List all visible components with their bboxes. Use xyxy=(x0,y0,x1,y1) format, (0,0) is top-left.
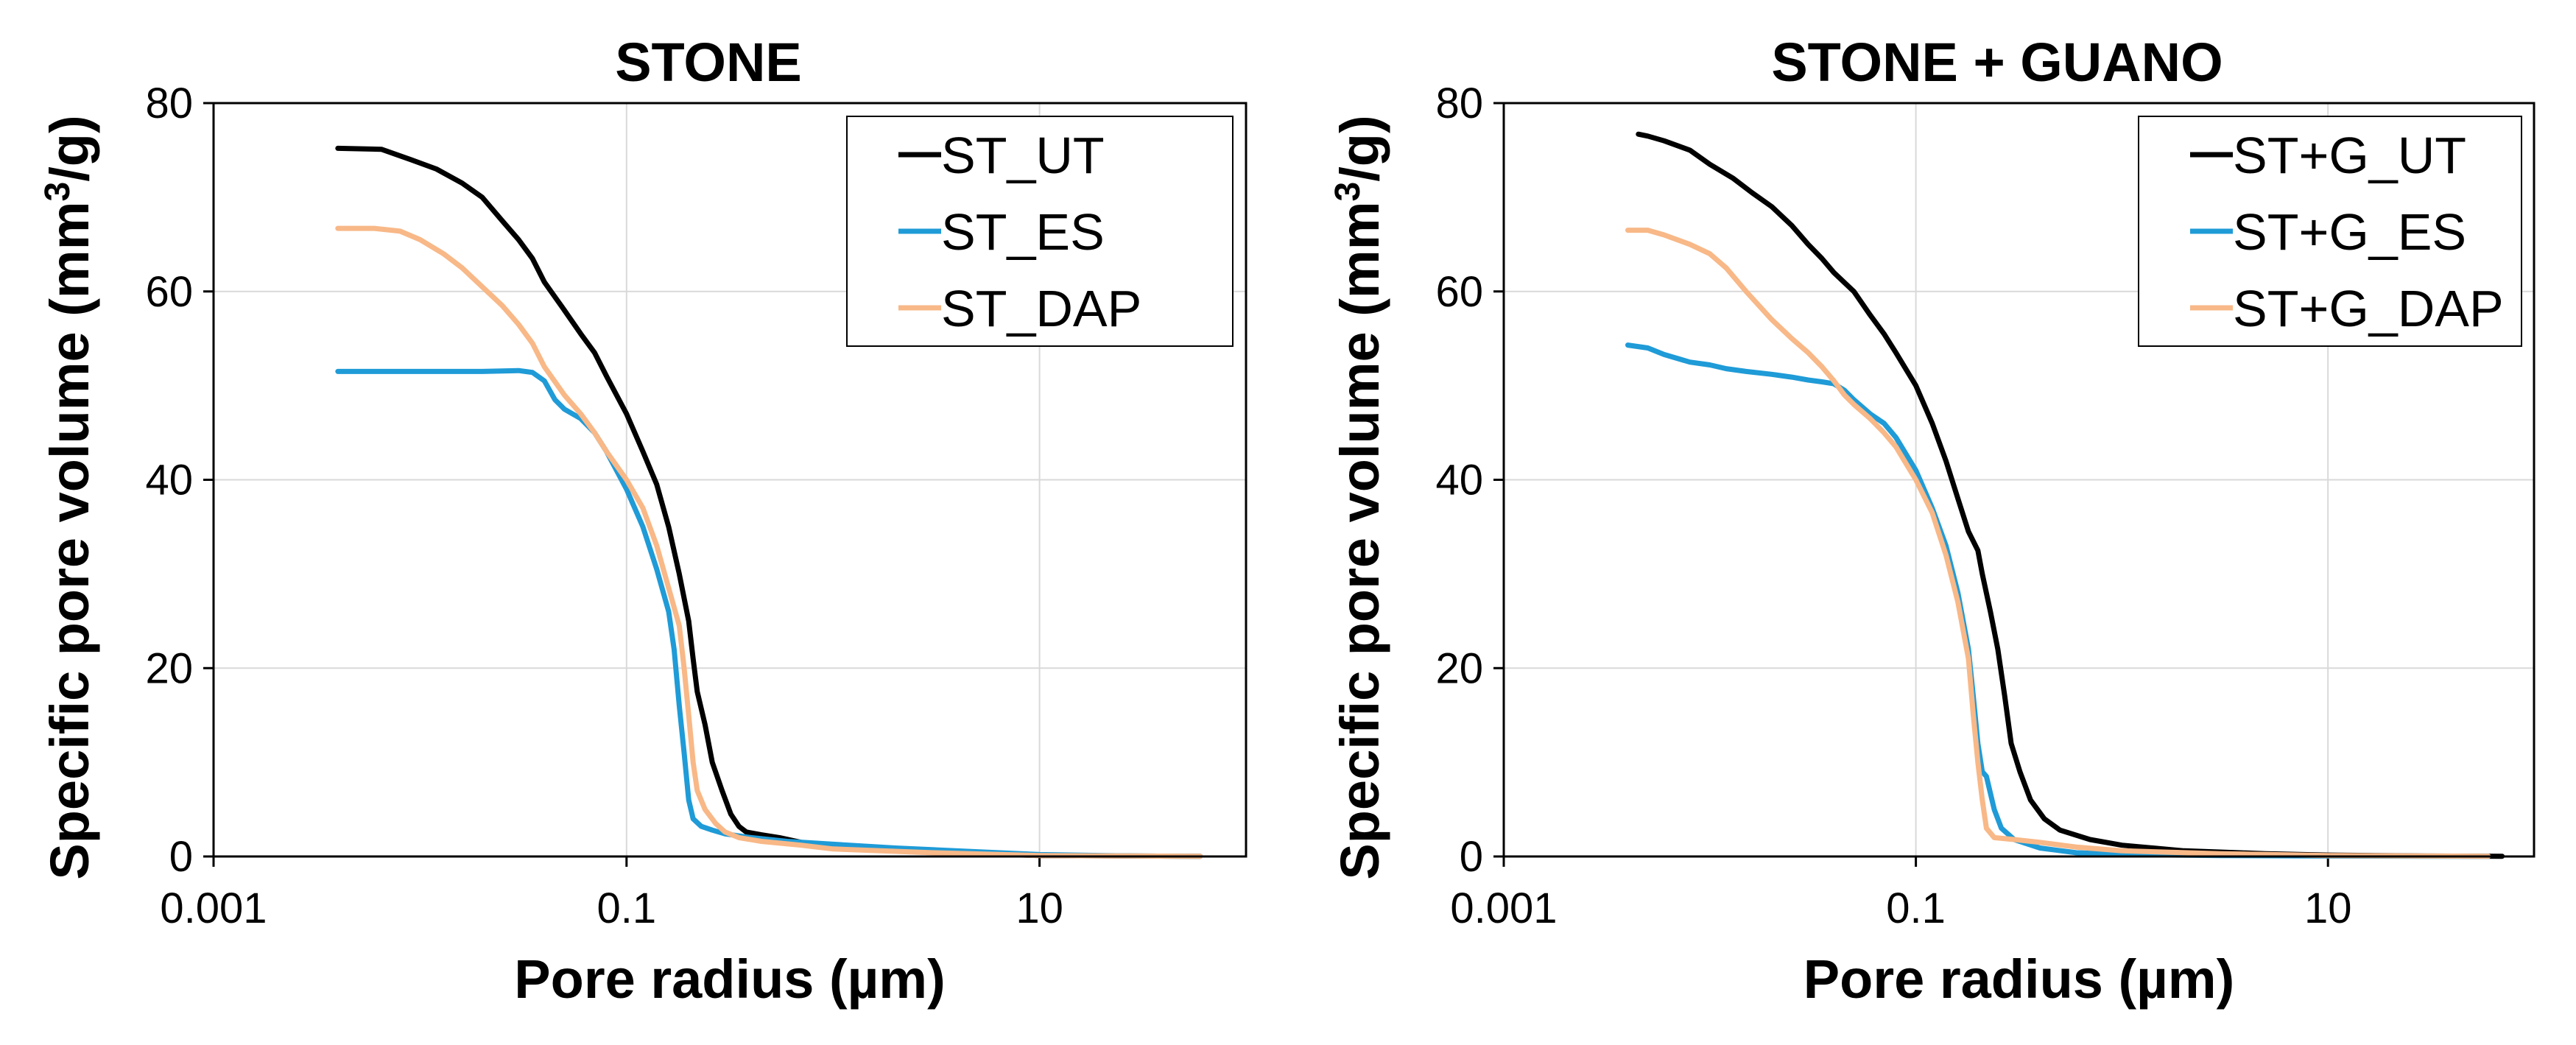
legend-entry-st-g-dap: ST+G_DAP xyxy=(2190,280,2504,337)
x-axis-label: Pore radius (µm) xyxy=(1803,949,2234,1010)
x-tick-label: 0.1 xyxy=(597,884,656,932)
y-tick-label: 40 xyxy=(145,457,193,504)
y-axis-label-part2: /g) xyxy=(39,115,100,181)
x-tick-label: 0.001 xyxy=(160,884,267,932)
chart-stone: STONE 0 20 40 60 80 0.001 0.1 10 Pore radius (… xyxy=(38,32,1247,1010)
y-axis-label-superscript: 3 xyxy=(1329,182,1368,202)
x-axis-ticks: 0.001 0.1 10 xyxy=(160,856,1063,932)
legend: ST_UT ST_ES ST_DAP xyxy=(846,116,1234,347)
legend: ST+G_UT ST+G_ES ST+G_DAP xyxy=(2138,116,2522,347)
series-lines xyxy=(335,145,1203,859)
series-line-st-g-dap xyxy=(1625,228,2491,859)
x-tick-label: 0.001 xyxy=(1450,884,1557,932)
legend-entry-st-es: ST_ES xyxy=(898,203,1105,261)
y-tick-label: 80 xyxy=(145,80,193,127)
chart-stone-guano: STONE + GUANO 0 20 40 60 80 0.001 0.1 10 Pore … xyxy=(1329,32,2535,1010)
y-axis-label-part2: /g) xyxy=(1329,115,1390,181)
legend-label: ST+G_UT xyxy=(2233,127,2466,184)
x-tick-label: 10 xyxy=(1016,884,1063,932)
series-line-st-g-ut xyxy=(1636,131,2505,859)
legend-entry-st-g-ut: ST+G_UT xyxy=(2190,127,2466,184)
series-line-st-g-es xyxy=(1625,342,2491,859)
series-line-st-dap xyxy=(335,225,1203,859)
x-axis-ticks: 0.001 0.1 10 xyxy=(1450,856,2351,932)
legend-label: ST_UT xyxy=(941,127,1105,184)
y-tick-label: 20 xyxy=(145,644,193,692)
legend-entry-st-g-es: ST+G_ES xyxy=(2190,203,2466,261)
series-lines xyxy=(1625,131,2505,859)
y-axis-label: Specific pore volume (mm3/g) xyxy=(38,115,100,879)
y-axis-label-superscript: 3 xyxy=(38,182,77,202)
y-tick-label: 20 xyxy=(1435,644,1483,692)
y-axis-label: Specific pore volume (mm3/g) xyxy=(1329,115,1390,879)
legend-label: ST+G_ES xyxy=(2233,203,2466,261)
y-axis-label-part1: Specific pore volume (mm xyxy=(39,201,100,879)
legend-label: ST_ES xyxy=(941,203,1105,261)
legend-label: ST+G_DAP xyxy=(2233,280,2504,337)
chart-title: STONE + GUANO xyxy=(1771,32,2223,93)
y-axis-label-part1: Specific pore volume (mm xyxy=(1329,201,1390,879)
legend-entry-st-dap: ST_DAP xyxy=(898,280,1141,337)
y-tick-label: 0 xyxy=(1460,833,1483,881)
x-tick-label: 0.1 xyxy=(1886,884,1946,932)
chart-title: STONE xyxy=(615,32,802,93)
legend-label: ST_DAP xyxy=(941,280,1141,337)
y-tick-label: 60 xyxy=(145,268,193,316)
x-tick-label: 10 xyxy=(2304,884,2352,932)
legend-entry-st-ut: ST_UT xyxy=(898,127,1105,184)
plot-frame xyxy=(1502,102,2535,858)
series-line-st-es xyxy=(335,367,1203,859)
y-axis-ticks: 0 20 40 60 80 xyxy=(145,80,214,881)
y-tick-label: 0 xyxy=(169,833,193,881)
y-axis-ticks: 0 20 40 60 80 xyxy=(1435,80,1504,881)
plot-frame xyxy=(212,102,1247,858)
x-axis-label: Pore radius (µm) xyxy=(514,949,945,1010)
y-tick-label: 60 xyxy=(1435,268,1483,316)
y-tick-label: 80 xyxy=(1435,80,1483,127)
y-tick-label: 40 xyxy=(1435,457,1483,504)
